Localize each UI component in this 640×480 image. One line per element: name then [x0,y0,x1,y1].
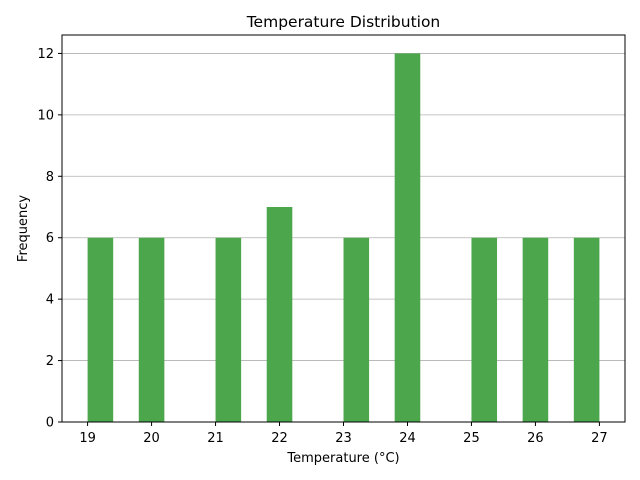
y-axis: 0 2 4 6 8 10 12 [37,47,62,431]
x-tick-label: 21 [207,431,224,446]
y-tick-label: 10 [37,108,54,123]
bars [87,53,600,423]
histogram-bar [394,53,421,423]
x-tick-label: 27 [591,431,608,446]
histogram-bar [522,237,549,422]
y-tick-label: 2 [46,354,54,369]
chart-title: Temperature Distribution [246,13,441,31]
y-tick-label: 6 [46,231,54,246]
histogram-bar [138,237,165,422]
x-tick-label: 24 [399,431,416,446]
histogram-bar [87,237,114,422]
x-axis: 19 20 21 22 23 24 25 26 27 [79,422,608,446]
x-tick-label: 25 [463,431,480,446]
y-tick-label: 8 [46,170,54,185]
x-tick-label: 23 [335,431,352,446]
histogram-bar [266,207,293,422]
histogram-bar [573,237,600,422]
x-tick-label: 19 [79,431,96,446]
x-axis-label: Temperature (°C) [286,451,399,466]
x-tick-label: 26 [527,431,544,446]
y-tick-label: 0 [46,416,54,431]
histogram-bar [471,237,498,422]
histogram-bar [215,237,242,422]
x-tick-label: 22 [271,431,288,446]
histogram-bar [343,237,370,422]
y-tick-label: 12 [37,47,54,62]
y-axis-label: Frequency [16,195,31,262]
y-tick-label: 4 [46,293,54,308]
x-tick-label: 20 [143,431,160,446]
